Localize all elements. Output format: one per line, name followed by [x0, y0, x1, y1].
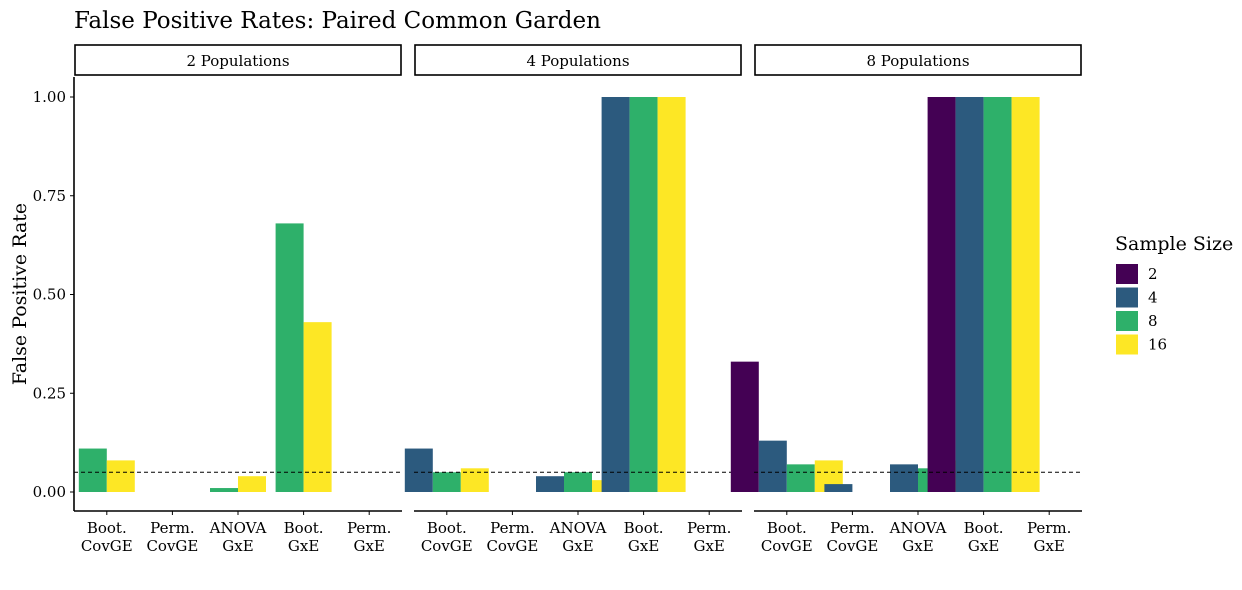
bar — [460, 468, 489, 492]
x-tick-label: Boot. CovGE — [421, 519, 473, 555]
facet-strip-label: 2 Populations — [186, 52, 289, 70]
x-tick-label: ANOVA GxE — [209, 519, 267, 555]
bar — [78, 448, 107, 492]
facet-panel-1: 2 Populations Boot. CovGE Perm. CovGE ANOVA Gx… — [73, 44, 402, 555]
x-tick-label: ANOVA GxE — [889, 519, 947, 555]
y-tick-label: 0.00 — [33, 483, 66, 501]
bar — [824, 484, 853, 492]
facet-panel-3: 8 Populations Boot. CovGE Perm. CovGE ANOVA Gx… — [730, 44, 1082, 555]
x-tick-label: ANOVA GxE — [549, 519, 607, 555]
x-tick-label: Perm. CovGE — [826, 519, 878, 555]
x-tick-label: Perm. GxE — [1027, 519, 1071, 555]
bar — [303, 322, 332, 492]
facet-strip — [414, 44, 742, 76]
bar — [657, 97, 686, 492]
x-tick-label: Boot. GxE — [284, 519, 324, 555]
bar — [432, 472, 461, 492]
legend: Sample Size 2 4 8 16 — [1115, 233, 1233, 355]
y-tick-label: 1.00 — [33, 88, 66, 106]
bar — [730, 361, 759, 492]
bar — [106, 460, 135, 492]
x-tick-label: Perm. CovGE — [146, 519, 198, 555]
bar — [238, 476, 266, 492]
x-tick-label: Boot. GxE — [624, 519, 664, 555]
facet-panel-2: 4 Populations Boot. CovGE Perm. CovGE ANOVA Gx… — [404, 44, 742, 555]
bar — [927, 97, 956, 492]
bar — [404, 448, 433, 492]
facet-strip — [754, 44, 1082, 76]
bar — [275, 223, 304, 492]
bar — [210, 488, 238, 492]
panels: 0.00 0.25 0.50 0.75 1.00 2 Populations Boot. Co… — [33, 44, 1082, 555]
x-tick-label: Boot. GxE — [964, 519, 1004, 555]
bar — [955, 97, 984, 492]
y-axis-label: False Positive Rate — [9, 203, 31, 385]
bar — [786, 464, 815, 492]
chart-title: False Positive Rates: Paired Common Gard… — [74, 8, 601, 34]
legend-swatch — [1116, 334, 1138, 355]
legend-label: 4 — [1148, 289, 1158, 307]
facet-strip — [74, 44, 402, 76]
bar — [1011, 97, 1040, 492]
bar — [564, 472, 592, 492]
legend-label: 8 — [1148, 312, 1158, 330]
bar — [890, 464, 918, 492]
y-tick-label: 0.75 — [33, 187, 66, 205]
x-tick-label: Perm. GxE — [687, 519, 731, 555]
x-tick-label: Perm. GxE — [347, 519, 391, 555]
bar — [983, 97, 1012, 492]
facet-strip-label: 8 Populations — [866, 52, 969, 70]
x-tick-label: Boot. CovGE — [81, 519, 133, 555]
legend-swatch — [1116, 311, 1138, 331]
x-tick-label: Boot. CovGE — [761, 519, 813, 555]
legend-swatch — [1116, 264, 1138, 284]
bar — [536, 476, 564, 492]
y-tick-label: 0.50 — [33, 286, 66, 304]
legend-title: Sample Size — [1115, 233, 1233, 255]
legend-swatch — [1116, 287, 1138, 308]
facet-strip-label: 4 Populations — [526, 52, 629, 70]
bar — [758, 440, 787, 492]
x-tick-label: Perm. CovGE — [486, 519, 538, 555]
y-tick-label: 0.25 — [33, 384, 66, 402]
legend-label: 2 — [1148, 265, 1158, 283]
bar — [629, 97, 658, 492]
bar — [601, 97, 630, 492]
legend-label: 16 — [1148, 336, 1167, 354]
